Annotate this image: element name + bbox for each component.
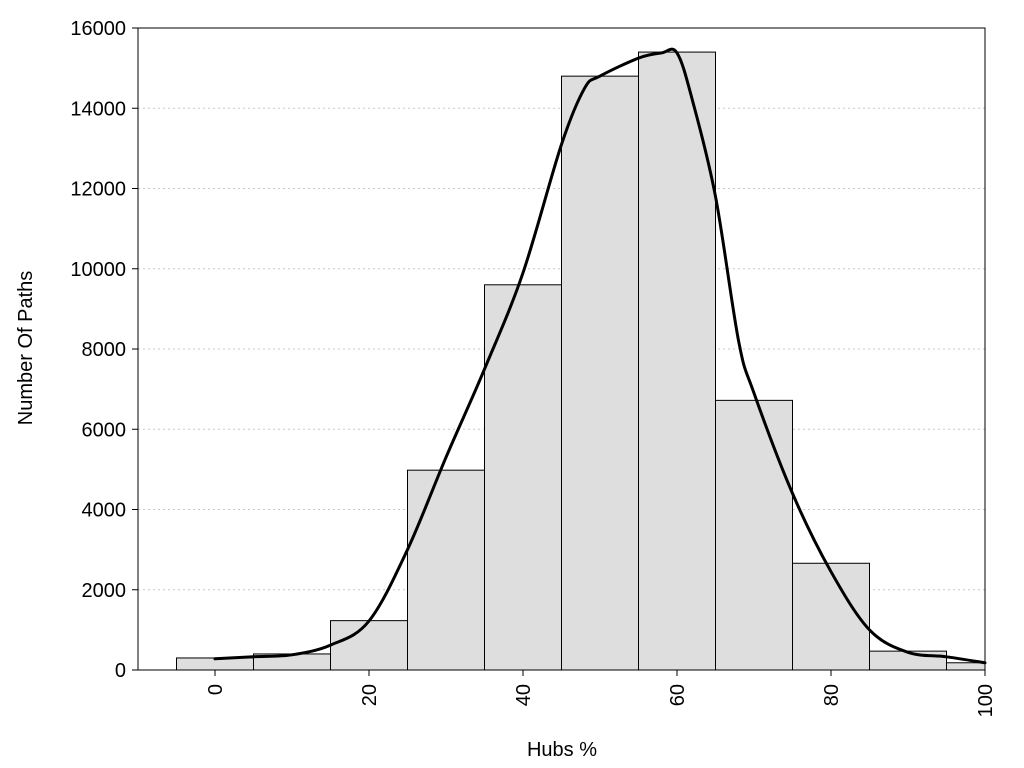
histogram-bar: [715, 399, 793, 671]
x-tick-label: 60: [667, 684, 689, 706]
y-tick-label: 2000: [82, 580, 127, 602]
x-axis: 0 20 40 60 80 100: [205, 670, 997, 717]
y-tick-label: 12000: [70, 179, 126, 201]
y-axis: 0 2000 4000 6000 8000 10000 12000 14000 16000: [70, 18, 138, 682]
x-tick-label: 80: [821, 684, 843, 706]
histogram-bar: [946, 662, 986, 671]
y-tick-label: 14000: [70, 98, 126, 120]
histogram-bar: [638, 51, 716, 671]
histogram-bar: [484, 284, 562, 671]
y-tick-label: 6000: [82, 419, 127, 441]
grid-lines: [138, 107, 985, 591]
histogram-bar: [792, 562, 870, 671]
y-axis-title: Number Of Paths: [15, 271, 37, 426]
histogram-bars: [176, 51, 986, 671]
x-axis-title: Hubs %: [527, 739, 597, 761]
y-tick-label: 4000: [82, 500, 127, 522]
histogram-bar: [407, 469, 485, 671]
x-tick-label: 100: [975, 684, 997, 717]
density-curve: [213, 47, 987, 665]
histogram-bar: [869, 650, 947, 671]
x-tick-label: 0: [205, 684, 227, 695]
y-tick-label: 8000: [82, 339, 127, 361]
y-tick-label: 10000: [70, 259, 126, 281]
y-tick-label: 0: [115, 660, 126, 682]
y-tick-label: 16000: [70, 18, 126, 40]
x-tick-label: 40: [513, 684, 535, 706]
x-tick-label: 20: [359, 684, 381, 706]
histogram-bar: [561, 75, 639, 671]
histogram-bar: [330, 620, 408, 671]
